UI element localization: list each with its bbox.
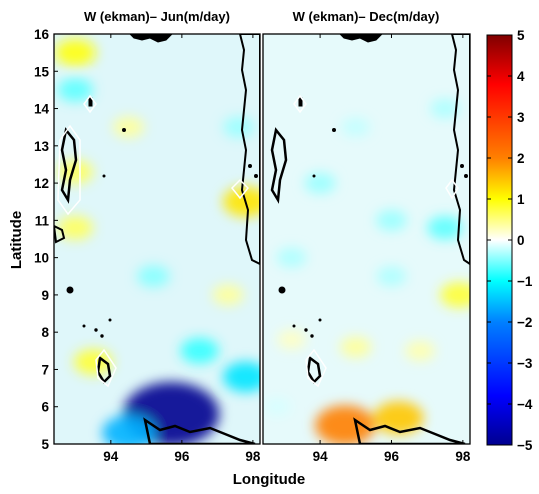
y-tick-label: 5 xyxy=(41,437,49,452)
colorbar-tick-label: 4 xyxy=(517,69,525,84)
anomaly-patch xyxy=(405,340,435,361)
anomaly-patch xyxy=(427,215,463,240)
y-tick-label: 13 xyxy=(34,139,50,154)
y-tick-label: 6 xyxy=(41,400,49,415)
anomaly-patch xyxy=(340,336,372,358)
colorbar-tick-label: 1 xyxy=(517,192,525,207)
colorbar: 5 4 3 2 1 0 −1 −2 −3 −4 −5 xyxy=(486,28,533,453)
x-tick-label: 98 xyxy=(455,449,471,464)
colorbar-tick-label: −3 xyxy=(517,356,533,371)
reef-outlines xyxy=(293,94,459,388)
panel-title-june: W (ekman)– Jun(m/day) xyxy=(84,9,230,24)
coastline xyxy=(270,34,470,444)
x-ticks: 94 96 98 xyxy=(103,34,261,464)
y-tick-label: 7 xyxy=(41,362,49,377)
anomaly-patch xyxy=(180,338,219,364)
field-background xyxy=(263,34,470,444)
y-tick-label: 11 xyxy=(35,213,50,228)
anomaly-patch xyxy=(112,116,145,138)
y-tick-label: 10 xyxy=(34,251,49,266)
y-ticks: 5 6 7 8 9 10 11 12 13 14 15 16 xyxy=(34,27,58,452)
anomaly-patch xyxy=(54,38,96,67)
panel-june: W (ekman)– Jun(m/day) xyxy=(34,9,261,464)
anomaly-patch xyxy=(222,361,260,393)
colorbar-tick-label: 0 xyxy=(517,233,525,248)
anomaly-patch xyxy=(57,78,94,102)
colorbar-tick-label: 3 xyxy=(517,110,525,125)
anomaly-patch xyxy=(277,330,306,350)
x-tick-label: 94 xyxy=(313,449,329,464)
y-tick-label: 12 xyxy=(34,176,49,191)
y-tick-label: 16 xyxy=(34,27,50,42)
x-tick-label: 94 xyxy=(103,449,119,464)
anomaly-patch xyxy=(263,397,291,416)
x-axis-label: Longitude xyxy=(233,471,305,488)
anomaly-patch xyxy=(137,265,170,288)
anomaly-patch xyxy=(102,415,155,444)
x-tick-label: 98 xyxy=(245,449,261,464)
anomaly-patch xyxy=(212,284,244,306)
anomaly-patch xyxy=(57,215,94,240)
reef-outlines xyxy=(57,94,250,388)
coastline xyxy=(54,34,260,444)
colorbar-tick-label: 2 xyxy=(517,151,525,166)
anomaly-patch xyxy=(440,282,470,308)
y-axis-label: Latitude xyxy=(8,211,25,269)
panel-title-december: W (ekman)– Dec(m/day) xyxy=(293,9,440,24)
axes-frame-december xyxy=(262,33,471,445)
x-ticks: 94 96 98 xyxy=(313,34,471,464)
anomaly-patch xyxy=(276,247,307,268)
anomaly-patch xyxy=(430,98,460,119)
anomaly-patch xyxy=(304,172,336,194)
colorbar-tick-label: −5 xyxy=(517,438,533,453)
anomaly-patch xyxy=(222,186,260,217)
x-tick-label: 96 xyxy=(174,449,190,464)
anomaly-patch xyxy=(376,266,407,287)
panel-december: W (ekman)– Dec(m/day) xyxy=(262,9,471,464)
x-tick-label: 96 xyxy=(384,449,400,464)
colorbar-tick-label: 5 xyxy=(517,28,525,43)
anomaly-patch xyxy=(375,209,408,231)
y-tick-label: 15 xyxy=(34,64,50,79)
colorbar-tick-label: −1 xyxy=(517,274,533,289)
anomaly-patch xyxy=(73,349,113,375)
y-tick-label: 9 xyxy=(41,288,49,303)
colorbar-gradient xyxy=(486,34,513,446)
colorbar-tick-label: −4 xyxy=(517,397,533,412)
y-tick-label: 8 xyxy=(41,325,49,340)
anomaly-patch xyxy=(223,116,255,138)
y-tick-label: 14 xyxy=(34,102,50,117)
axes-frame-june xyxy=(53,33,261,445)
anomaly-patch xyxy=(341,117,370,137)
colorbar-tick-label: −2 xyxy=(517,315,532,330)
anomaly-patch xyxy=(315,405,376,444)
